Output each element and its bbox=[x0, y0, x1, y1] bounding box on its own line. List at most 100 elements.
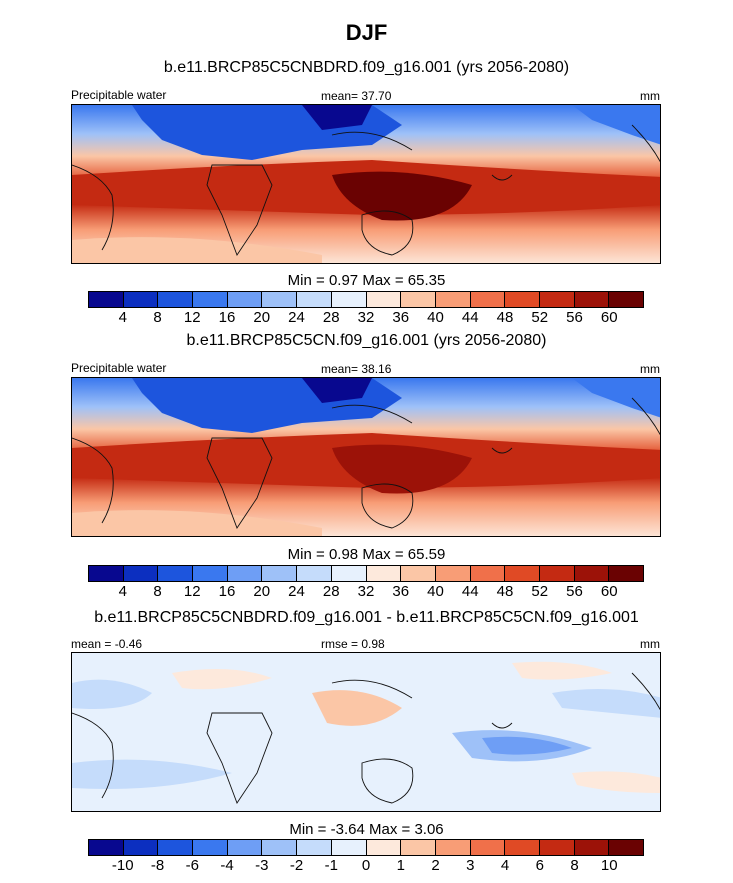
colorbar-swatch bbox=[609, 840, 643, 855]
colorbar-tick-label: 28 bbox=[322, 583, 340, 600]
colorbar-tick-label: 1 bbox=[396, 857, 405, 874]
colorbar-swatch bbox=[123, 292, 159, 307]
colorbar-swatch bbox=[297, 566, 332, 581]
colorbar-swatch bbox=[193, 292, 228, 307]
colorbar-swatch bbox=[366, 292, 402, 307]
colorbar-tick-label: 48 bbox=[496, 583, 514, 600]
colorbar-tick-label: -6 bbox=[185, 857, 199, 874]
colorbar-tick-label: 24 bbox=[288, 583, 305, 600]
panel3-units-label: mm bbox=[640, 637, 660, 651]
colorbar-swatch bbox=[470, 840, 506, 855]
panel3-negative-blob-4 bbox=[72, 759, 232, 789]
colorbar-tick-label: 8 bbox=[570, 857, 579, 874]
colorbar-tick-label: 16 bbox=[218, 309, 236, 326]
colorbar-swatch bbox=[297, 840, 332, 855]
colorbar-swatch bbox=[89, 840, 124, 855]
panel2-colorbar-ticks: 4 8 12 16 20 24 28 32 36 40 44 48 52 56 60 bbox=[88, 583, 644, 601]
panel1-mean-label: mean= 37.70 bbox=[321, 89, 392, 103]
colorbar-swatch bbox=[89, 566, 124, 581]
panel2-coastline bbox=[72, 397, 660, 529]
colorbar-tick-label: 2 bbox=[431, 857, 440, 874]
colorbar-tick-label: 60 bbox=[600, 309, 618, 326]
colorbar-tick-label: 40 bbox=[427, 583, 444, 600]
panel2-dry-core bbox=[302, 378, 372, 403]
colorbar-tick-label: 52 bbox=[531, 309, 549, 326]
colorbar-tick-label: -1 bbox=[324, 857, 338, 874]
colorbar-swatch bbox=[331, 292, 367, 307]
colorbar-swatch bbox=[262, 566, 298, 581]
panel3-min-value: -3.64 bbox=[330, 821, 365, 838]
colorbar-swatch bbox=[227, 292, 263, 307]
panel1-left-label: Precipitable water bbox=[71, 88, 167, 102]
colorbar-swatch bbox=[401, 292, 436, 307]
panel2-subtitle: b.e11.BRCP85C5CN.f09_g16.001 (yrs 2056-2… bbox=[186, 332, 547, 349]
colorbar-tick-label: 44 bbox=[461, 309, 479, 326]
colorbar-tick-label: 4 bbox=[500, 857, 510, 874]
colorbar-swatch bbox=[609, 292, 643, 307]
panel1-map bbox=[71, 104, 661, 264]
colorbar-swatch bbox=[401, 566, 436, 581]
colorbar-tick-label: 20 bbox=[253, 583, 271, 600]
colorbar-swatch bbox=[158, 840, 194, 855]
colorbar-swatch bbox=[366, 566, 402, 581]
colorbar-swatch bbox=[89, 292, 124, 307]
panel1-coastline bbox=[72, 124, 660, 256]
panel3-positive-blob-4 bbox=[572, 771, 660, 793]
colorbar-swatch bbox=[227, 566, 263, 581]
panel3-coastline bbox=[72, 672, 660, 804]
colorbar-swatch bbox=[158, 566, 194, 581]
colorbar-swatch bbox=[539, 840, 575, 855]
colorbar-swatch bbox=[539, 292, 575, 307]
panel3-max-value: 3.06 bbox=[414, 821, 444, 838]
colorbar-tick-label: 3 bbox=[466, 857, 475, 874]
panel1-minmax: Min = 0.97 Max = 65.35 bbox=[0, 272, 733, 289]
panel3-positive-blob-3 bbox=[512, 661, 612, 680]
panel1-colorbar bbox=[88, 291, 644, 308]
panel3-mean-label: mean = -0.46 bbox=[71, 637, 143, 651]
main-title: DJF bbox=[345, 20, 388, 45]
colorbar-tick-label: 60 bbox=[600, 583, 618, 600]
panel3-min-label: Min = bbox=[289, 821, 327, 838]
panel3-colorbar bbox=[88, 839, 644, 856]
colorbar-tick-label: -10 bbox=[111, 857, 134, 874]
colorbar-tick-label: 16 bbox=[218, 583, 236, 600]
colorbar-tick-label: -3 bbox=[255, 857, 269, 874]
panel3-negative-core bbox=[482, 736, 572, 755]
colorbar-swatch bbox=[193, 840, 228, 855]
colorbar-swatch bbox=[331, 840, 367, 855]
panel2-max-value: 65.59 bbox=[407, 546, 446, 563]
panel3-negative-blob-1 bbox=[72, 679, 152, 709]
colorbar-tick-label: 10 bbox=[600, 857, 618, 874]
colorbar-swatch bbox=[609, 566, 643, 581]
colorbar-tick-label: 36 bbox=[392, 583, 410, 600]
panel2-left-label: Precipitable water bbox=[71, 361, 167, 375]
colorbar-tick-label: 52 bbox=[531, 583, 549, 600]
colorbar-tick-label: 12 bbox=[183, 583, 201, 600]
panel3-positive-blob-2 bbox=[172, 669, 272, 690]
colorbar-tick-label: 8 bbox=[153, 583, 162, 600]
panel3-max-label: Max = bbox=[369, 821, 411, 838]
colorbar-swatch bbox=[262, 840, 298, 855]
colorbar-swatch bbox=[435, 292, 471, 307]
panel2-dry-region-east bbox=[572, 378, 660, 418]
panel1-dry-core bbox=[302, 105, 372, 130]
colorbar-tick-label: 56 bbox=[566, 309, 583, 326]
panel3-minmax: Min = -3.64 Max = 3.06 bbox=[0, 821, 733, 838]
colorbar-tick-label: 8 bbox=[153, 309, 162, 326]
colorbar-swatch bbox=[435, 840, 471, 855]
panel3-negative-blob-3 bbox=[552, 689, 660, 718]
colorbar-tick-label: 40 bbox=[427, 309, 444, 326]
panel1-min-label: Min = bbox=[287, 272, 325, 289]
colorbar-tick-label: 4 bbox=[118, 309, 127, 326]
panel2-min-value: 0.98 bbox=[328, 546, 359, 563]
colorbar-tick-label: 36 bbox=[392, 309, 410, 326]
panel3-positive-blob-1 bbox=[312, 690, 402, 726]
colorbar-tick-label: 0 bbox=[361, 857, 371, 874]
colorbar-swatch bbox=[505, 840, 540, 855]
panel1-max-label: Max = bbox=[362, 272, 404, 289]
panel1-max-value: 65.35 bbox=[407, 272, 446, 289]
colorbar-swatch bbox=[193, 566, 228, 581]
colorbar-swatch bbox=[505, 292, 540, 307]
panel2-mean-label: mean= 38.16 bbox=[321, 362, 392, 376]
panel2-warm-pool bbox=[332, 444, 472, 494]
